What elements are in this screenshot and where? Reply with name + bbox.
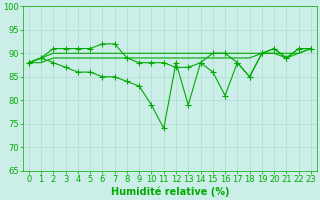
X-axis label: Humidité relative (%): Humidité relative (%) xyxy=(111,187,229,197)
